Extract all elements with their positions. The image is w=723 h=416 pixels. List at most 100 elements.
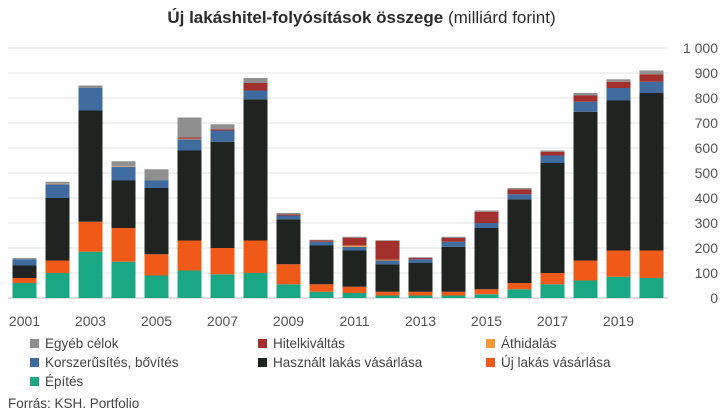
bar-segment [177,240,202,271]
bar-segment [309,239,334,241]
chart-title-main: Új lakáshitel-folyósítások összege [167,8,444,27]
x-tick-label: 2007 [207,313,238,329]
y-tick-label: 800 [695,90,719,106]
legend-label: Egyéb célok [45,336,119,351]
bar-segment [408,257,433,258]
bar-segment [375,260,400,265]
bar-segment [45,260,70,273]
source-note: Forrás: KSH. Portfolio [8,396,140,411]
x-tick-label: 2003 [75,313,106,329]
legend-item-athidalas: Áthidalás [486,336,557,351]
bar-segment [375,241,400,260]
bar-segment [375,295,400,298]
x-tick-label: 2017 [537,313,568,329]
bar-segment [111,166,136,167]
bar-segment [441,241,466,247]
x-tick-label: 2015 [471,313,502,329]
bar-segment [342,286,367,293]
bar-segment [441,291,466,296]
bar-segment [276,284,301,298]
bar-segment [606,81,631,88]
bar-segment [177,270,202,298]
bar-segment [12,283,37,298]
legend-item-epites: Építés [30,374,83,389]
legend-swatch [258,358,267,367]
bar-segment [408,259,433,263]
bar-segment [243,99,268,241]
stacked-bar-chart: 0 100 200 300 400 500 600 700 800 900 1 000 2001 200… [8,40,719,329]
bar-segment [45,183,70,185]
bar-segment [45,184,70,198]
bar-segment [144,275,169,298]
bar-segment [507,199,532,283]
legend-swatch [30,377,39,386]
legend-swatch [486,339,495,348]
bar-segment [573,260,598,281]
bar-segment [12,265,37,278]
bar-segment [276,264,301,285]
bar-segment [606,250,631,277]
bar-segment [111,180,136,228]
bar-segment [573,93,598,96]
bar-segment [210,248,235,275]
bar-segment [474,211,499,223]
bar-segment [78,88,103,111]
bar-segment [144,254,169,276]
bar-segment [342,246,367,251]
bar-segment [177,150,202,241]
bar-segment [639,70,664,75]
y-tick-label: 0 [710,290,718,306]
y-tick-label: 200 [695,240,719,256]
bar-segment [243,78,268,83]
x-tick-label: 2001 [9,313,40,329]
bar-segment [474,223,499,228]
bar-segment [375,259,400,261]
y-tick-label: 300 [695,215,719,231]
bar-segment [210,141,235,248]
bar-segment [177,137,202,139]
legend-swatch [30,339,39,348]
bar-segment [507,289,532,298]
bar-segment [243,90,268,100]
bar-segment [408,295,433,298]
bar-segment [573,280,598,298]
bar-segment [243,273,268,298]
bar-segment [408,258,433,260]
bar-segment [309,245,334,285]
legend-label: Új lakás vásárlása [501,355,611,370]
bar-segment [441,238,466,242]
chart-title-unit: (milliárd forint) [447,8,556,27]
bar-segment [573,95,598,102]
bar-segment [606,88,631,101]
bar-segment [276,214,301,216]
bar-segment [639,81,664,93]
legend-swatch [486,358,495,367]
legend-item-hitelkivaltas: Hitelkiváltás [258,336,345,351]
bar-segment [474,228,499,290]
bar-segment [342,293,367,298]
bar-segment [474,210,499,212]
bar-segment [144,188,169,255]
bar-segment [210,129,235,131]
legend-item-egyeb-celok: Egyéb célok [30,336,119,351]
bar-segment [45,181,70,184]
legend-label: Hitelkiváltás [273,336,346,351]
bar-segment [342,238,367,246]
bar-segment [441,236,466,238]
bar-segment [540,150,565,152]
bar-segment [408,291,433,296]
bar-segment [210,274,235,298]
bar-segment [507,189,532,195]
bar-segment [78,85,103,88]
x-tick-label: 2011 [339,313,369,329]
legend-label: Építés [45,374,84,389]
bar-segment [474,294,499,298]
bar-segment [342,250,367,287]
bar-segment [375,240,400,241]
bar-segment [78,110,103,222]
bar-segment [243,240,268,273]
bar-segment [276,219,301,265]
bar-segment [309,240,334,242]
bar-segment [111,228,136,262]
legend-item-uj-lakas: Új lakás vásárlása [486,355,611,370]
